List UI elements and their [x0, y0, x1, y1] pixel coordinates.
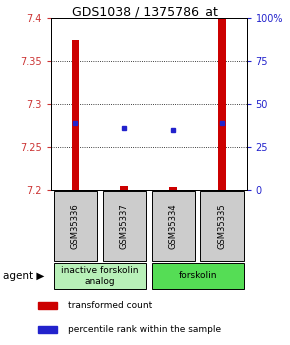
Bar [169, 187, 177, 190]
Bar [38, 302, 57, 309]
Bar [54, 191, 97, 260]
Bar [152, 263, 244, 289]
Text: percentile rank within the sample: percentile rank within the sample [68, 325, 221, 334]
Text: inactive forskolin
analog: inactive forskolin analog [61, 266, 138, 286]
Text: GSM35334: GSM35334 [168, 203, 177, 249]
Text: GDS1038 / 1375786_at: GDS1038 / 1375786_at [72, 6, 218, 18]
Bar [200, 191, 244, 260]
Bar [120, 186, 128, 190]
Bar [103, 191, 146, 260]
Text: GSM35336: GSM35336 [71, 203, 80, 249]
Bar [72, 39, 79, 190]
Text: GSM35335: GSM35335 [218, 203, 226, 249]
Bar [54, 263, 146, 289]
Bar [38, 326, 57, 333]
Text: forskolin: forskolin [178, 272, 217, 280]
Text: transformed count: transformed count [68, 301, 153, 310]
Text: GSM35337: GSM35337 [120, 203, 129, 249]
Text: agent ▶: agent ▶ [3, 271, 44, 281]
Bar [152, 191, 195, 260]
Bar [218, 18, 226, 190]
